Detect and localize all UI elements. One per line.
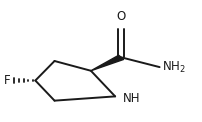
Text: O: O	[117, 10, 126, 23]
Text: NH$_2$: NH$_2$	[162, 60, 185, 75]
Text: NH: NH	[123, 92, 140, 105]
Polygon shape	[91, 55, 124, 71]
Text: F: F	[3, 74, 10, 87]
